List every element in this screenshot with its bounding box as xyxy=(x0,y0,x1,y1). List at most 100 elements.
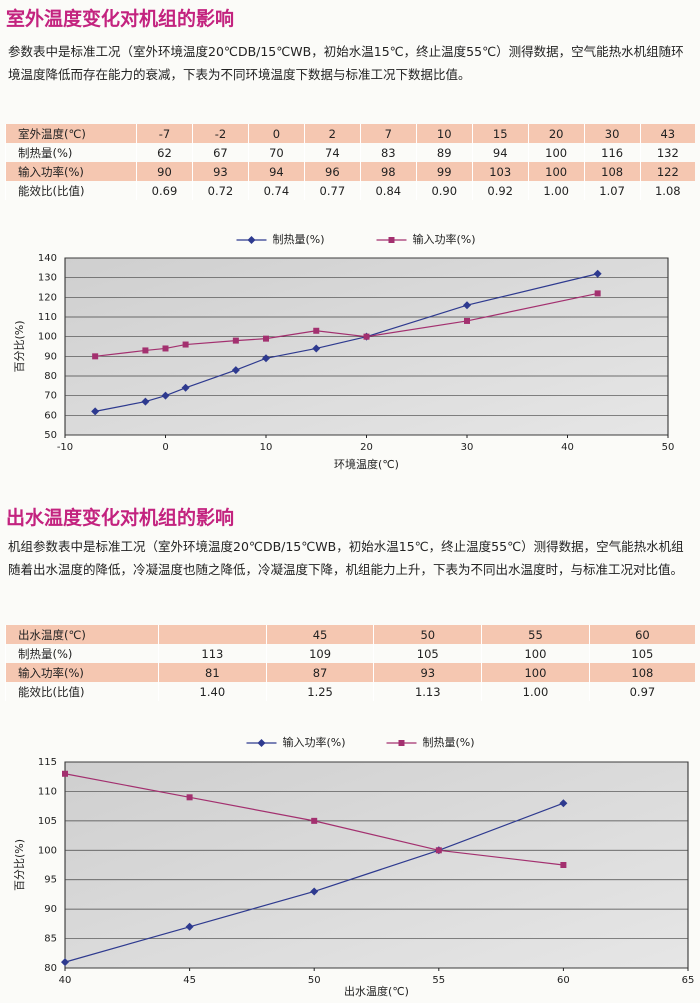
legend-label: 制热量(%) xyxy=(423,736,475,749)
y-tick-label: 105 xyxy=(38,816,57,827)
y-tick-label: 120 xyxy=(38,292,57,303)
x-tick-label: 30 xyxy=(461,442,474,453)
marker xyxy=(247,236,256,244)
table-cell: 制热量(%) xyxy=(5,143,137,162)
marker xyxy=(257,739,266,747)
table-cell: 0.74 xyxy=(247,181,305,200)
table-cell: 0 xyxy=(247,124,305,143)
table-cell: 1.07 xyxy=(583,181,641,200)
marker xyxy=(263,335,269,342)
table-cell: 94 xyxy=(471,143,529,162)
table-cell: -7 xyxy=(136,124,193,143)
marker xyxy=(388,237,395,243)
table-cell: 7 xyxy=(359,124,417,143)
x-tick-label: 60 xyxy=(557,975,570,986)
table-cell: 108 xyxy=(588,663,695,682)
y-axis-title: 百分比(%) xyxy=(13,320,26,372)
legend-label: 输入功率(%) xyxy=(413,232,476,246)
table-cell xyxy=(158,625,267,644)
table-cell: 116 xyxy=(583,143,641,162)
table-cell: 60 xyxy=(588,625,695,644)
marker xyxy=(435,847,442,854)
marker xyxy=(186,794,193,801)
marker xyxy=(161,391,170,400)
table-row: 输入功率(%) 90 93 94 96 98 99 103 100 108 122 xyxy=(5,162,695,181)
legend-label: 输入功率(%) xyxy=(283,735,346,749)
table-cell: 62 xyxy=(136,143,193,162)
table-cell: 制热量(%) xyxy=(5,644,159,663)
marker xyxy=(181,383,190,392)
series-line xyxy=(95,292,598,357)
marker xyxy=(142,347,149,354)
marker xyxy=(594,290,601,297)
table-cell: 0.92 xyxy=(471,181,529,200)
y-tick-label: 100 xyxy=(38,332,57,343)
table-cell: 89 xyxy=(415,143,473,162)
table-cell: 98 xyxy=(359,162,417,181)
chart: 80 85 90 95 100 105 110 115 40 45 50 55 60 65 出水温度(℃) 百… xyxy=(13,735,695,998)
y-tick-label: 110 xyxy=(38,786,57,797)
table-cell: 122 xyxy=(639,162,695,181)
marker xyxy=(262,354,270,363)
table-cell: 81 xyxy=(158,663,267,682)
marker xyxy=(559,799,568,808)
x-tick-label: 40 xyxy=(59,975,72,986)
table-cell: 108 xyxy=(583,162,641,181)
x-tick-label: 45 xyxy=(183,975,196,986)
y-tick-label: 70 xyxy=(44,391,57,402)
y-axis-title: 百分比(%) xyxy=(13,839,26,891)
marker xyxy=(185,922,194,931)
x-tick-label: 20 xyxy=(360,442,373,453)
y-tick-label: 50 xyxy=(44,430,57,441)
y-tick-label: 80 xyxy=(44,371,57,382)
y-tick-label: 100 xyxy=(38,845,57,856)
table-cell: 74 xyxy=(303,143,361,162)
table-cell: 2 xyxy=(303,124,361,143)
table-cell: 70 xyxy=(247,143,305,162)
table-row: 制热量(%) 113 109 105 100 105 xyxy=(5,644,695,663)
table-cell: 0.72 xyxy=(191,181,249,200)
table-row: 出水温度(℃) 45 50 55 60 xyxy=(5,625,695,644)
table-cell: 1.00 xyxy=(481,682,590,701)
x-tick-label: 50 xyxy=(308,975,321,986)
legend-label: 制热量(%) xyxy=(273,233,325,246)
table-cell: 1.40 xyxy=(158,682,267,701)
table-cell: 30 xyxy=(583,124,641,143)
heading: 出水温度变化对机组的影响 xyxy=(6,507,235,529)
table-cell: 50 xyxy=(373,625,482,644)
plot-area xyxy=(64,257,669,436)
marker xyxy=(231,366,240,375)
marker xyxy=(398,740,405,746)
table-cell: 105 xyxy=(588,644,695,663)
table-cell: 0.90 xyxy=(415,181,473,200)
table-cell: 103 xyxy=(471,162,529,181)
table-cell: 1.13 xyxy=(373,682,482,701)
marker xyxy=(61,958,69,967)
table-cell: 1.08 xyxy=(639,181,695,200)
x-tick-label: -10 xyxy=(57,442,73,453)
table-cell: 输入功率(%) xyxy=(5,663,159,682)
marker xyxy=(463,301,471,310)
table-row: 室外温度(℃) -7 -2 0 2 7 10 15 20 30 43 xyxy=(5,124,695,143)
table-cell: 能效比(比值) xyxy=(5,682,159,701)
marker xyxy=(312,344,321,353)
table-cell: 96 xyxy=(303,162,361,181)
x-axis-title: 出水温度(℃) xyxy=(344,984,409,998)
series-line xyxy=(95,273,598,412)
table-row: 能效比(比值) 1.40 1.25 1.13 1.00 0.97 xyxy=(5,682,695,701)
marker xyxy=(232,337,239,344)
paragraph: 机组参数表中是标准工况（室外环境温度20℃DB/15℃WB，初始水温15℃，终止… xyxy=(8,539,684,577)
marker xyxy=(182,341,189,348)
table-cell: 0.77 xyxy=(303,181,361,200)
table-cell: 0.97 xyxy=(588,682,695,701)
table-cell: 93 xyxy=(191,162,249,181)
marker xyxy=(62,770,68,777)
x-tick-label: 10 xyxy=(260,442,273,453)
table-cell: 10 xyxy=(415,124,473,143)
table-cell: 87 xyxy=(265,663,374,682)
table-cell: 室外温度(℃) xyxy=(5,124,137,143)
x-tick-label: 65 xyxy=(682,975,695,986)
table-cell: -2 xyxy=(191,124,249,143)
table-row: 能效比(比值) 0.69 0.72 0.74 0.77 0.84 0.90 0.92 1.00 1… xyxy=(5,181,695,200)
table-cell: 能效比(比值) xyxy=(5,181,137,200)
